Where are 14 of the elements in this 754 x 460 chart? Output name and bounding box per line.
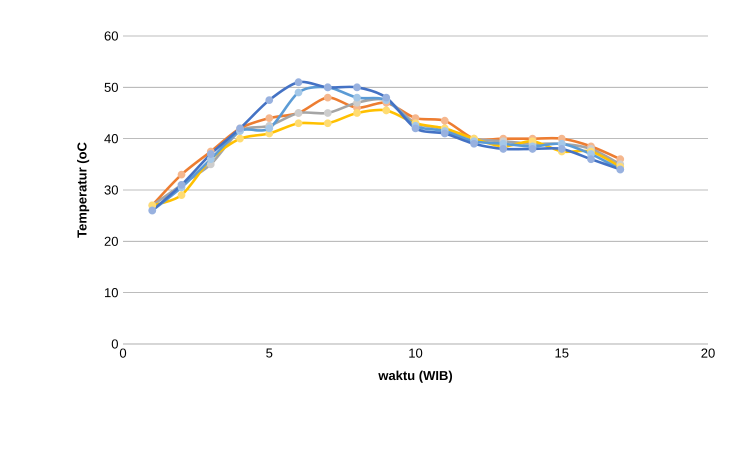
y-tick-label: 0 xyxy=(112,339,118,349)
x-tick-label: 0 xyxy=(120,348,126,358)
x-tick-label: 10 xyxy=(409,348,422,358)
x-axis-title: waktu (WIB) xyxy=(378,370,452,383)
y-tick-label: 10 xyxy=(105,288,118,298)
x-tick-label: 20 xyxy=(701,348,715,358)
y-tick-label: 50 xyxy=(104,82,118,92)
y-tick-label: 40 xyxy=(104,134,118,144)
y-tick-label: 60 xyxy=(104,31,118,41)
y-tick-label: 20 xyxy=(104,236,118,246)
y-axis-title: Temperatur (oC xyxy=(77,142,90,238)
x-tick-label: 5 xyxy=(266,348,272,358)
x-tick-label: 15 xyxy=(556,348,568,358)
y-tick-label: 30 xyxy=(104,185,118,195)
